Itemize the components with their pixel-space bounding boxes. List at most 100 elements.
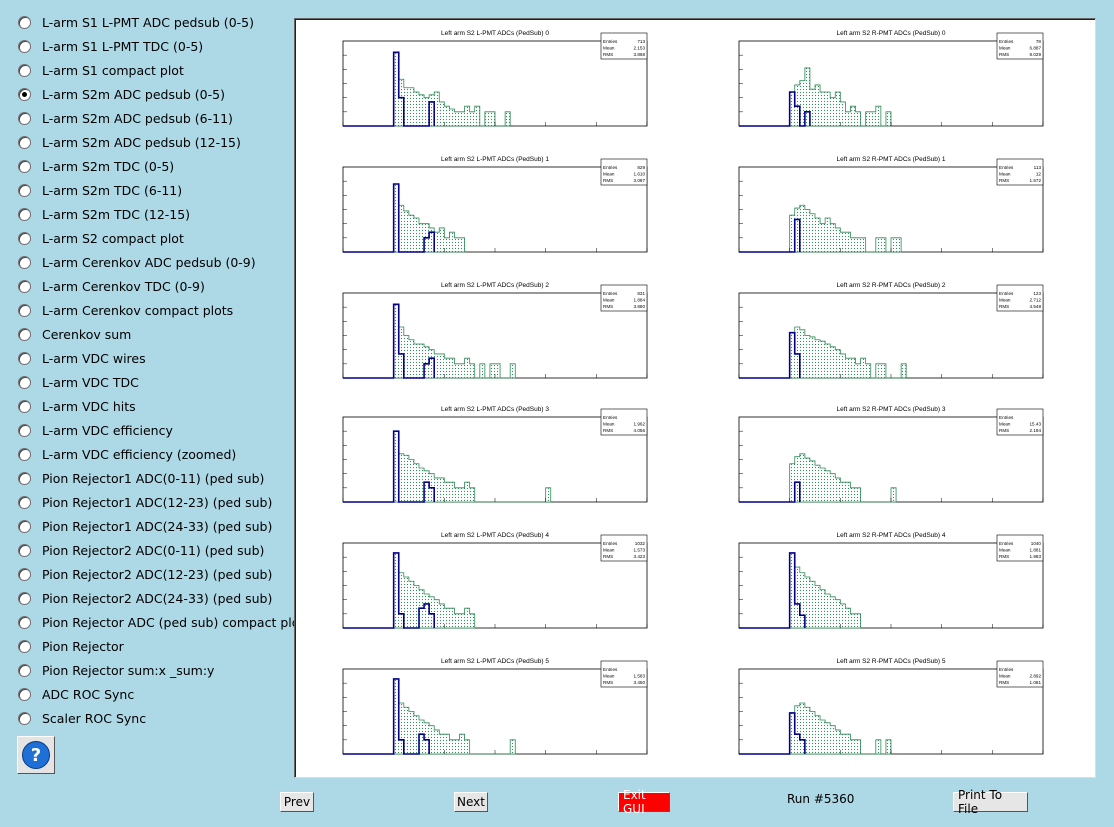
plot-option-label: L-arm S1 L-PMT ADC pedsub (0-5) <box>42 14 254 30</box>
stats-box <box>600 660 648 688</box>
radio-button[interactable] <box>18 495 31 509</box>
radio-button[interactable] <box>18 711 31 725</box>
stats-value: 1040 <box>1031 541 1042 546</box>
stats-value: 1.573 <box>634 548 646 553</box>
radio-button[interactable] <box>18 111 31 125</box>
radio-button[interactable] <box>18 279 31 293</box>
plot-option[interactable]: L-arm S1 L-PMT ADC pedsub (0-5) <box>14 10 289 34</box>
plot-option[interactable]: ADC ROC Sync <box>14 682 289 706</box>
stats-label: Mean <box>603 298 615 303</box>
stats-value: 831 <box>637 291 645 296</box>
plot-option[interactable]: L-arm VDC hits <box>14 394 289 418</box>
stats-label: Mean <box>999 46 1011 51</box>
plot-option[interactable]: L-arm VDC TDC <box>14 370 289 394</box>
plot-option[interactable]: Pion Rejector <box>14 634 289 658</box>
histogram-title: Left arm S2 L-PMT ADCs (PedSub) 0 <box>441 30 549 37</box>
plot-option[interactable]: L-arm S2m TDC (0-5) <box>14 154 289 178</box>
radio-button[interactable] <box>18 447 31 461</box>
plot-option[interactable]: L-arm Cerenkov compact plots <box>14 298 289 322</box>
radio-button[interactable] <box>18 663 31 677</box>
stats-value: 3.450 <box>634 680 646 685</box>
radio-button[interactable] <box>18 639 31 653</box>
prev-button[interactable]: Prev <box>280 792 314 812</box>
radio-button[interactable] <box>18 39 31 53</box>
radio-button[interactable] <box>18 591 31 605</box>
stats-label: Mean <box>603 172 615 177</box>
plot-option[interactable]: Scaler ROC Sync <box>14 706 289 730</box>
radio-button[interactable] <box>18 567 31 581</box>
stats-label: RMS <box>603 554 613 559</box>
plot-option[interactable]: L-arm S1 L-PMT TDC (0-5) <box>14 34 289 58</box>
histogram-outline-series <box>343 303 435 379</box>
plot-option[interactable]: Pion Rejector1 ADC(0-11) (ped sub) <box>14 466 289 490</box>
radio-button[interactable] <box>18 183 31 197</box>
plot-option-label: Pion Rejector1 ADC(0-11) (ped sub) <box>42 470 265 486</box>
plot-option[interactable]: L-arm S2m ADC pedsub (0-5) <box>14 82 289 106</box>
plot-option[interactable]: L-arm S2m ADC pedsub (12-15) <box>14 130 289 154</box>
stats-value: 1.572 <box>1030 178 1042 183</box>
print-to-file-button[interactable]: Print To File <box>953 788 1028 816</box>
stats-box <box>996 32 1044 60</box>
radio-button[interactable] <box>18 15 31 29</box>
plot-option[interactable]: L-arm S1 compact plot <box>14 58 289 82</box>
radio-button[interactable] <box>18 63 31 77</box>
plot-option[interactable]: L-arm S2m TDC (12-15) <box>14 202 289 226</box>
help-button[interactable]: ? <box>17 736 55 774</box>
radio-button[interactable] <box>18 327 31 341</box>
plot-option[interactable]: Pion Rejector2 ADC(12-23) (ped sub) <box>14 562 289 586</box>
next-button[interactable]: Next <box>454 792 488 812</box>
plot-option-label: Pion Rejector <box>42 638 124 654</box>
plot-option-label: Pion Rejector2 ADC(0-11) (ped sub) <box>42 542 265 558</box>
plot-option[interactable]: L-arm Cerenkov ADC pedsub (0-9) <box>14 250 289 274</box>
plot-option[interactable]: L-arm S2 compact plot <box>14 226 289 250</box>
histogram-title: Left arm S2 R-PMT ADCs (PedSub) 5 <box>837 658 946 665</box>
plot-option[interactable]: Pion Rejector ADC (ped sub) compact plot <box>14 610 304 634</box>
stats-label: Mean <box>999 548 1011 553</box>
plot-option[interactable]: Pion Rejector sum:x _sum:y <box>14 658 289 682</box>
plot-option[interactable]: Pion Rejector1 ADC(12-23) (ped sub) <box>14 490 289 514</box>
stats-label: Entries <box>999 415 1014 420</box>
stats-value: 2.712 <box>1030 298 1042 303</box>
plot-option[interactable]: Pion Rejector2 ADC(24-33) (ped sub) <box>14 586 289 610</box>
radio-button[interactable] <box>18 423 31 437</box>
plot-option[interactable]: L-arm VDC efficiency <box>14 418 289 442</box>
radio-button[interactable] <box>18 303 31 317</box>
plot-option[interactable]: L-arm VDC wires <box>14 346 289 370</box>
radio-button[interactable] <box>18 159 31 173</box>
radio-button[interactable] <box>18 519 31 533</box>
histogram-title: Left arm S2 L-PMT ADCs (PedSub) 1 <box>441 156 549 163</box>
histogram-title: Left arm S2 L-PMT ADCs (PedSub) 2 <box>441 282 549 289</box>
radio-button[interactable] <box>18 231 31 245</box>
plot-selector-list: L-arm S1 L-PMT ADC pedsub (0-5) L-arm S1 … <box>14 10 304 730</box>
plot-option[interactable]: Cerenkov sum <box>14 322 289 346</box>
plot-option[interactable]: Pion Rejector2 ADC(0-11) (ped sub) <box>14 538 289 562</box>
radio-button[interactable] <box>18 207 31 221</box>
histogram-outline-series <box>739 331 801 379</box>
radio-button[interactable] <box>18 615 31 629</box>
radio-button[interactable] <box>18 687 31 701</box>
stats-value: 1.983 <box>1030 554 1042 559</box>
plot-option[interactable]: L-arm Cerenkov TDC (0-9) <box>14 274 289 298</box>
radio-button[interactable] <box>18 399 31 413</box>
radio-button[interactable] <box>18 87 31 101</box>
plot-option[interactable]: Pion Rejector1 ADC(24-33) (ped sub) <box>14 514 289 538</box>
exit-gui-button[interactable]: Exit GUI <box>618 788 670 816</box>
radio-button[interactable] <box>18 135 31 149</box>
stats-label: RMS <box>999 428 1009 433</box>
radio-button[interactable] <box>18 351 31 365</box>
radio-button[interactable] <box>18 255 31 269</box>
stats-value: 829 <box>637 165 645 170</box>
stats-box <box>600 408 648 436</box>
histogram-title: Left arm S2 R-PMT ADCs (PedSub) 2 <box>837 282 946 289</box>
plot-option[interactable]: L-arm VDC efficiency (zoomed) <box>14 442 289 466</box>
plot-option-label: L-arm S2m TDC (0-5) <box>42 158 175 174</box>
histogram-outline-series <box>343 183 435 253</box>
radio-button[interactable] <box>18 543 31 557</box>
plot-option[interactable]: L-arm S2m TDC (6-11) <box>14 178 289 202</box>
stats-label: RMS <box>603 428 613 433</box>
stats-box <box>600 284 648 312</box>
radio-button[interactable] <box>18 375 31 389</box>
plot-option[interactable]: L-arm S2m ADC pedsub (6-11) <box>14 106 289 130</box>
radio-button[interactable] <box>18 471 31 485</box>
histogram-title: Left arm S2 L-PMT ADCs (PedSub) 4 <box>441 532 549 539</box>
